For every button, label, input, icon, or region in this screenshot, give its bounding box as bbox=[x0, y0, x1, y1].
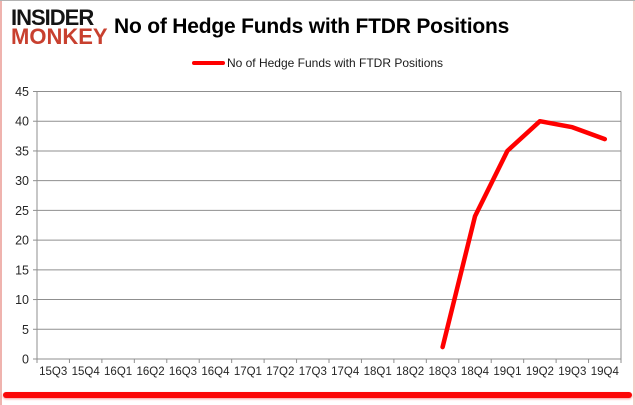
x-axis-label: 17Q4 bbox=[331, 366, 360, 378]
series-line bbox=[440, 118, 608, 350]
x-axis-label: 17Q3 bbox=[299, 366, 327, 378]
x-axis-label: 15Q3 bbox=[39, 366, 67, 378]
y-axis-label: 15 bbox=[15, 263, 29, 277]
y-axis-label: 20 bbox=[15, 234, 29, 248]
x-axis-label: 16Q3 bbox=[169, 366, 197, 378]
chart-title: No of Hedge Funds with FTDR Positions bbox=[114, 15, 510, 38]
chart-legend: No of Hedge Funds with FTDR Positions bbox=[0, 56, 635, 70]
x-axis-label: 17Q1 bbox=[234, 366, 262, 378]
logo-text-insider: INSIDER bbox=[11, 5, 94, 30]
x-axis-label: 18Q3 bbox=[428, 366, 456, 378]
y-axis-label: 25 bbox=[15, 204, 29, 218]
x-axis-label: 16Q4 bbox=[201, 366, 230, 378]
card-bottom-accent-bar bbox=[3, 392, 632, 398]
y-axis-label: 5 bbox=[22, 323, 29, 337]
x-axis-label: 19Q1 bbox=[493, 366, 521, 378]
x-axis-label: 16Q2 bbox=[136, 366, 164, 378]
y-axis-label: 30 bbox=[15, 174, 29, 188]
y-axis-label: 0 bbox=[22, 353, 29, 367]
x-axis-label: 19Q3 bbox=[558, 366, 586, 378]
x-axis-label: 19Q2 bbox=[526, 366, 554, 378]
y-axis-label: 45 bbox=[15, 85, 29, 99]
y-axis-label: 10 bbox=[15, 293, 29, 307]
legend-line-swatch bbox=[191, 61, 225, 65]
y-axis-label: 35 bbox=[15, 144, 29, 158]
x-axis-label: 17Q2 bbox=[266, 366, 294, 378]
x-axis-label: 16Q1 bbox=[104, 366, 132, 378]
x-axis-label: 18Q4 bbox=[461, 366, 490, 378]
logo-text-monkey: MONKEY bbox=[11, 24, 108, 50]
x-axis-label: 18Q1 bbox=[364, 366, 392, 378]
legend-label: No of Hedge Funds with FTDR Positions bbox=[226, 56, 444, 70]
y-axis-label: 40 bbox=[15, 115, 29, 129]
x-axis-label: 18Q2 bbox=[396, 366, 424, 378]
x-axis-label: 15Q4 bbox=[72, 366, 101, 378]
insider-monkey-logo: INSIDER MONKEY bbox=[11, 5, 108, 50]
x-axis-label: 19Q4 bbox=[591, 366, 620, 378]
